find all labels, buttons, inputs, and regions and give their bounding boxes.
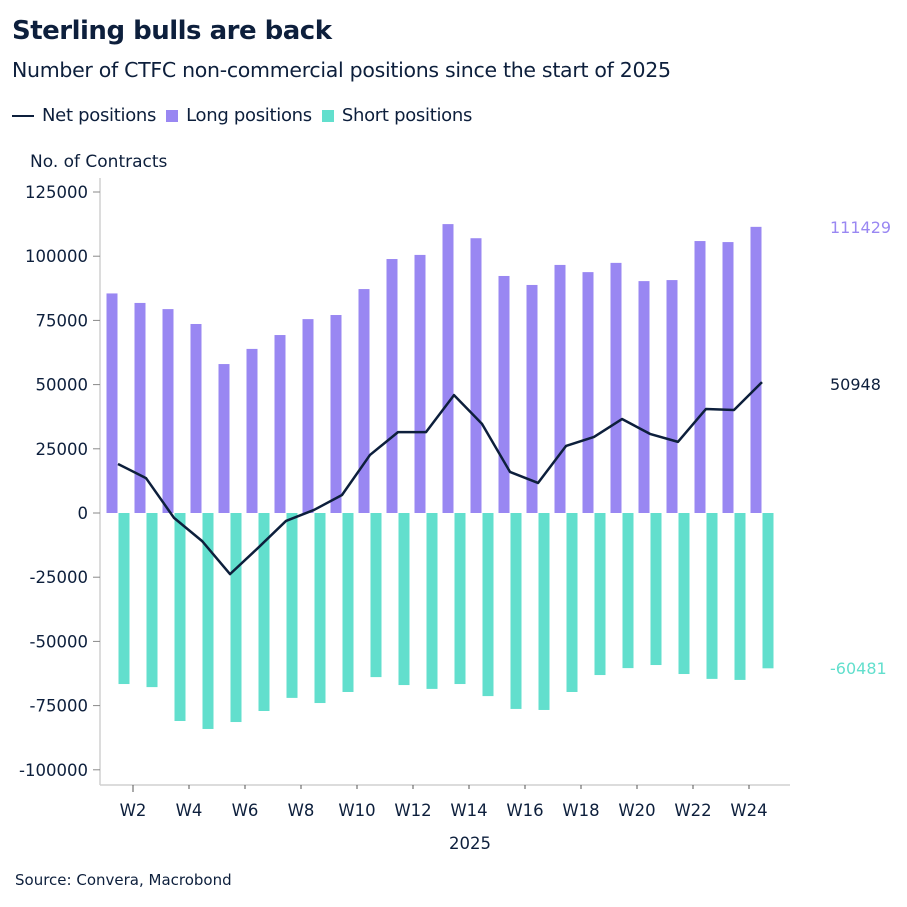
x-axis-label: 2025 (449, 834, 491, 853)
chart-title: Sterling bulls are back (12, 16, 332, 46)
short-bar (734, 513, 746, 680)
legend-short-label: Short positions (341, 105, 473, 126)
short-bar (286, 513, 298, 698)
x-tick-label: W4 (176, 801, 203, 820)
short-bar (202, 513, 214, 729)
x-tick-label: W20 (618, 801, 655, 820)
long-bar (358, 289, 370, 513)
long-bar (722, 242, 734, 514)
long-bar (162, 309, 174, 513)
legend-net-label: Net positions (42, 105, 157, 126)
long-bar (274, 335, 286, 513)
long-bar (246, 348, 258, 513)
long-bar (386, 259, 398, 513)
short-bar (258, 513, 270, 711)
short-bar (678, 513, 690, 675)
legend-short-swatch (321, 109, 334, 122)
short-bar (426, 513, 438, 689)
long-bar (638, 281, 650, 513)
x-tick-label: W10 (338, 801, 375, 820)
y-tick-label: -50000 (30, 632, 88, 651)
y-tick-label: -75000 (30, 697, 88, 716)
short-bar (314, 513, 326, 704)
long-bar (218, 364, 230, 513)
short-end-label: -60481 (830, 659, 887, 678)
short-bar (510, 513, 522, 709)
short-bar (762, 513, 774, 669)
long-bar (694, 241, 706, 513)
legend-net-swatch (12, 114, 34, 117)
long-bar (106, 293, 118, 513)
short-bar (566, 513, 578, 692)
y-tick-label: 25000 (36, 440, 89, 459)
short-bar (370, 513, 382, 678)
net-line (117, 381, 763, 576)
long-bar (470, 238, 482, 513)
short-bar (146, 513, 158, 688)
short-bar (650, 513, 662, 666)
legend-long-swatch (166, 109, 179, 122)
short-bar (706, 513, 718, 679)
source-note: Source: Convera, Macrobond (15, 871, 232, 889)
long-bar (134, 302, 146, 513)
x-tick-label: W12 (394, 801, 431, 820)
y-tick-label: 0 (78, 504, 89, 523)
long-bar (610, 262, 622, 513)
long-bar (414, 254, 426, 513)
x-tick-label: W16 (506, 801, 543, 820)
x-tick-label: W14 (450, 801, 487, 820)
x-tick-label: W22 (674, 801, 711, 820)
short-bar (174, 513, 186, 722)
x-tick-label: W2 (120, 801, 147, 820)
long-bar (330, 315, 342, 513)
short-bar (230, 513, 242, 723)
long-bar (582, 272, 594, 513)
x-tick-label: W18 (562, 801, 599, 820)
long-bar (302, 319, 314, 513)
chart-subtitle: Number of CTFC non-commercial positions … (12, 58, 671, 82)
long-bar (526, 284, 538, 513)
long-bar (498, 275, 510, 513)
x-tick-label: W8 (288, 801, 315, 820)
short-bar (594, 513, 606, 676)
x-tick-label: W6 (232, 801, 259, 820)
short-bar (482, 513, 494, 697)
long-bar (442, 224, 454, 513)
short-bar (342, 513, 354, 692)
long-bar (190, 323, 202, 513)
legend-long-label: Long positions (186, 105, 312, 126)
y-tick-label: -100000 (19, 761, 88, 780)
short-bar (118, 513, 130, 685)
y-tick-label: 50000 (36, 376, 89, 395)
short-bar (538, 513, 550, 710)
long-bar (750, 226, 762, 513)
short-bar (398, 513, 410, 686)
y-tick-label: 75000 (36, 311, 89, 330)
short-bar (622, 513, 634, 669)
net-end-label: 50948 (830, 375, 881, 394)
y-tick-label: 125000 (25, 183, 88, 202)
long-bar (666, 280, 678, 513)
y-tick-label: -25000 (30, 568, 88, 587)
long-bar (554, 264, 566, 513)
y-axis-label: No. of Contracts (30, 152, 168, 172)
x-tick-label: W24 (730, 801, 767, 820)
long-end-label: 111429 (830, 218, 891, 237)
legend: Net positions Long positions Short posit… (12, 105, 472, 126)
short-bar (454, 513, 466, 685)
y-tick-label: 100000 (25, 247, 88, 266)
